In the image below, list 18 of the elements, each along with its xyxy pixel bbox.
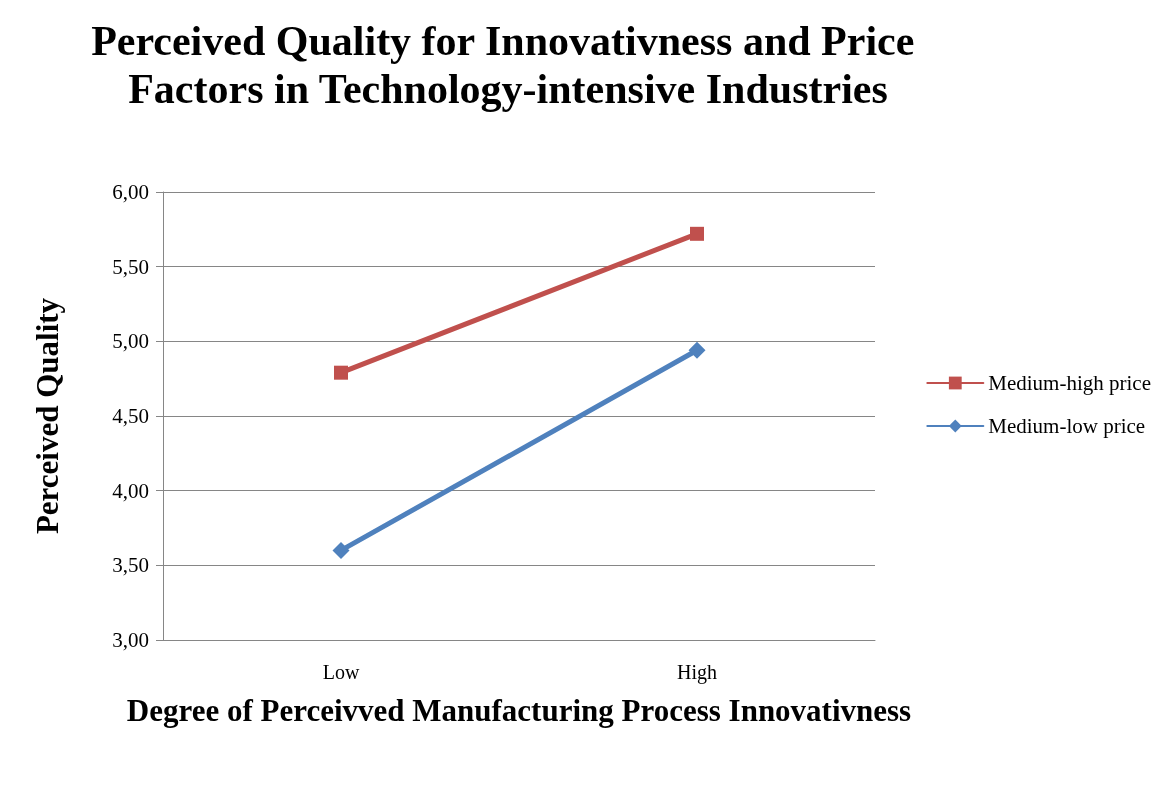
y-tick-label: 5,00 bbox=[112, 329, 149, 354]
y-tick-label: 3,00 bbox=[112, 628, 149, 652]
y-tick-label: 6,00 bbox=[112, 180, 149, 204]
point bbox=[690, 226, 704, 241]
point bbox=[688, 341, 706, 359]
y-axis-title: Perceived Quality bbox=[30, 297, 65, 535]
y-tick-label: 4,00 bbox=[112, 478, 149, 503]
chart-title: Perceived Quality for Innovativness and Price Factors in Technology-intensive Industries bbox=[91, 18, 925, 112]
x-tick-label: High bbox=[677, 661, 717, 684]
point bbox=[332, 541, 350, 559]
y-tick-label: 3,50 bbox=[112, 553, 149, 578]
legend-label: Medium-low price bbox=[988, 414, 1146, 438]
point bbox=[334, 365, 348, 380]
x-axis-title: Degree of Perceivved Manufacturing Process Innovativness bbox=[126, 692, 912, 728]
x-tick-label: Low bbox=[322, 661, 360, 683]
y-tick-label: 5,50 bbox=[112, 254, 149, 279]
legend-label: Medium-high price bbox=[988, 371, 1152, 395]
y-tick-label: 4,50 bbox=[112, 404, 149, 428]
